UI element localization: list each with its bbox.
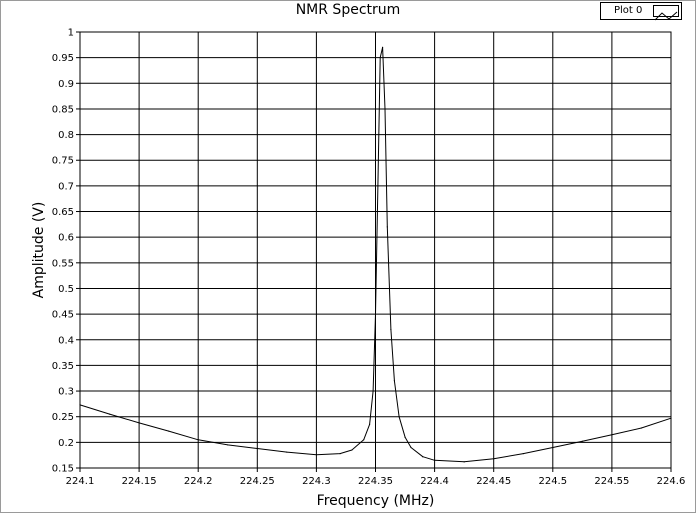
y-axis-ticks: 1 0.95 0.9 0.85 0.8 0.75 0.7 0.65 0.6 0.55 0.5 0.45… bbox=[52, 28, 80, 475]
y-tick-label: 0.4 bbox=[58, 335, 74, 346]
y-tick-label: 0.3 bbox=[58, 387, 74, 398]
y-tick-label: 0.25 bbox=[52, 412, 74, 423]
x-tick-label: 224.3 bbox=[302, 476, 331, 487]
data-point bbox=[640, 427, 643, 429]
y-tick-label: 0.85 bbox=[52, 104, 74, 115]
y-tick-label: 0.65 bbox=[52, 207, 74, 218]
y-tick-label: 0.45 bbox=[52, 310, 74, 321]
data-point bbox=[611, 434, 613, 436]
data-point bbox=[463, 461, 465, 463]
data-point bbox=[368, 423, 371, 425]
data-point bbox=[374, 313, 377, 315]
data-point bbox=[552, 446, 554, 449]
legend-line-swatch-icon bbox=[653, 5, 679, 21]
y-tick-label: 0.75 bbox=[52, 156, 74, 167]
data-point bbox=[372, 390, 374, 392]
x-tick-label: 224.1 bbox=[66, 476, 95, 487]
data-point bbox=[197, 439, 199, 441]
data-point bbox=[410, 446, 412, 449]
series-layer bbox=[79, 46, 672, 463]
y-tick-label: 0.7 bbox=[58, 181, 74, 192]
y-tick-label: 0.15 bbox=[52, 464, 74, 475]
y-axis-label: Amplitude (V) bbox=[31, 202, 47, 299]
x-tick-label: 224.5 bbox=[538, 476, 567, 487]
x-tick-label: 224.4 bbox=[420, 476, 449, 487]
y-tick-label: 0.35 bbox=[52, 361, 74, 372]
data-point bbox=[377, 185, 379, 187]
x-axis-label: Frequency (MHz) bbox=[317, 493, 435, 509]
y-tick-label: 0.5 bbox=[58, 284, 74, 295]
x-tick-label: 224.35 bbox=[358, 476, 393, 487]
y-tick-label: 0.6 bbox=[58, 233, 74, 244]
data-point bbox=[363, 439, 365, 441]
data-point bbox=[493, 458, 495, 460]
data-point bbox=[434, 459, 436, 461]
data-point bbox=[256, 447, 258, 450]
y-tick-label: 1 bbox=[68, 28, 74, 39]
data-point bbox=[351, 449, 353, 451]
data-point bbox=[386, 226, 388, 228]
legend-entry-label: Plot 0 bbox=[614, 5, 643, 16]
y-tick-label: 0.55 bbox=[52, 258, 74, 269]
data-point bbox=[398, 416, 400, 418]
data-point bbox=[581, 440, 583, 442]
y-tick-label: 0.8 bbox=[58, 130, 74, 141]
y-tick-label: 0.9 bbox=[58, 79, 74, 90]
x-tick-label: 224.55 bbox=[594, 476, 629, 487]
chart-title: NMR Spectrum bbox=[295, 2, 401, 18]
x-axis-ticks: 224.1 224.15 224.2 224.25 224.3 224.35 224.4 22… bbox=[66, 468, 686, 487]
data-point bbox=[108, 413, 111, 415]
legend: Plot 0 bbox=[600, 2, 682, 21]
grid bbox=[79, 31, 672, 469]
x-tick-label: 224.6 bbox=[657, 476, 686, 487]
data-point bbox=[381, 46, 384, 48]
y-tick-label: 0.2 bbox=[58, 438, 74, 449]
data-point bbox=[390, 328, 392, 331]
data-point bbox=[339, 453, 341, 455]
data-point bbox=[384, 108, 386, 110]
data-point bbox=[404, 436, 406, 438]
x-tick-label: 224.15 bbox=[122, 476, 157, 487]
data-point bbox=[393, 380, 396, 382]
data-point bbox=[670, 417, 672, 419]
data-point bbox=[138, 422, 140, 424]
data-point bbox=[522, 453, 524, 455]
x-tick-label: 224.2 bbox=[184, 476, 213, 487]
data-point bbox=[227, 444, 229, 446]
data-point bbox=[79, 404, 81, 406]
data-point bbox=[379, 57, 381, 59]
y-tick-label: 0.95 bbox=[52, 53, 74, 64]
data-point bbox=[315, 454, 317, 456]
data-point bbox=[422, 456, 424, 458]
data-point bbox=[168, 430, 170, 432]
data-point bbox=[286, 451, 288, 453]
x-tick-label: 224.45 bbox=[476, 476, 511, 487]
x-tick-label: 224.25 bbox=[240, 476, 275, 487]
